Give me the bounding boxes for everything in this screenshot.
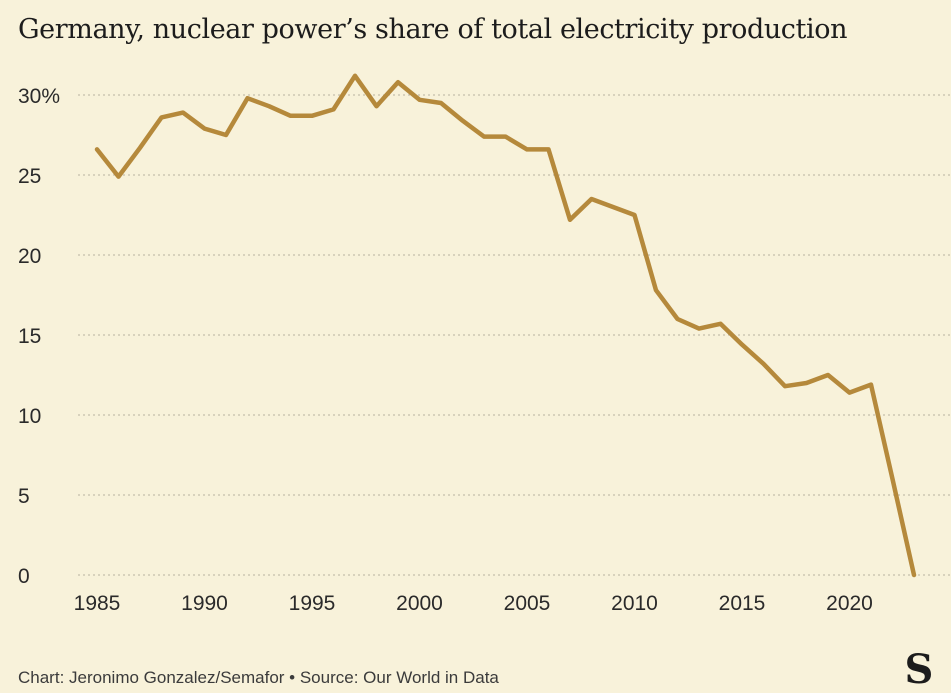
x-tick-label: 2010 <box>611 592 658 615</box>
nuclear-share-line <box>97 76 914 575</box>
x-tick-label: 1985 <box>74 592 121 615</box>
x-tick-label: 1990 <box>181 592 228 615</box>
semafor-logo: S <box>900 650 938 690</box>
x-tick-label: 2000 <box>396 592 443 615</box>
y-tick-label: 0 <box>18 565 30 588</box>
x-tick-label: 2005 <box>504 592 551 615</box>
y-axis-ticks: 0 5 10 15 20 25 30% <box>18 85 60 588</box>
x-axis-ticks: 1985 1990 1995 2000 2005 2010 2015 2020 <box>74 592 873 615</box>
chart-caption: Chart: Jeronimo Gonzalez/Semafor • Sourc… <box>18 668 499 688</box>
y-tick-label: 5 <box>18 485 30 508</box>
x-tick-label: 1995 <box>289 592 336 615</box>
y-tick-label: 20 <box>18 245 41 268</box>
x-tick-label: 2020 <box>826 592 873 615</box>
y-tick-label: 10 <box>18 405 41 428</box>
y-tick-label: 15 <box>18 325 41 348</box>
y-tick-label: 30% <box>18 85 60 108</box>
y-tick-label: 25 <box>18 165 41 188</box>
gridlines <box>78 95 951 575</box>
data-points <box>97 76 914 575</box>
x-tick-label: 2015 <box>719 592 766 615</box>
